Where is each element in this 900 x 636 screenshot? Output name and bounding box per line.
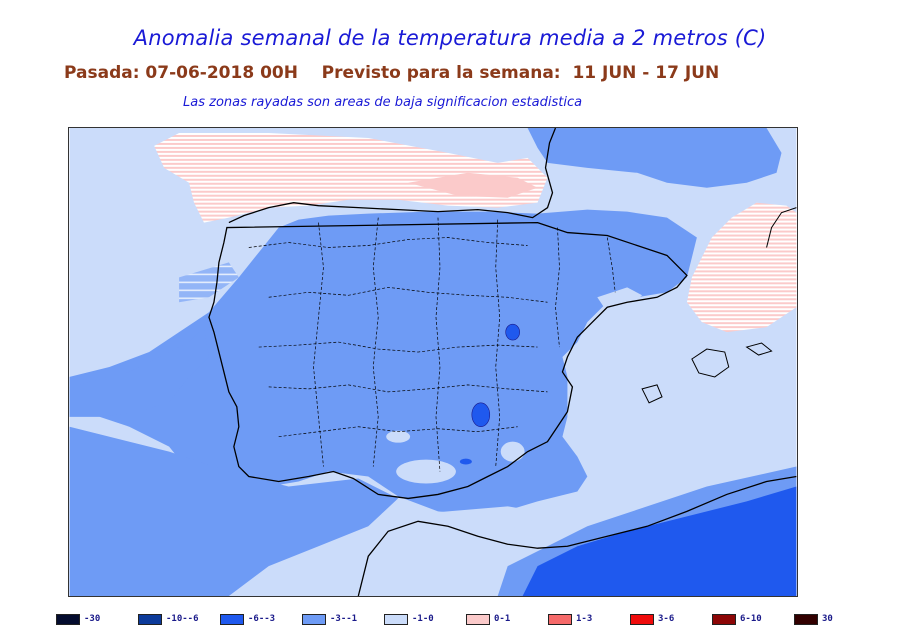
legend-item: -30 xyxy=(56,612,100,626)
anomaly-zone-dark-blue xyxy=(522,486,797,596)
legend-label: -3--1 xyxy=(330,614,358,624)
legend-label: -1-0 xyxy=(412,614,434,624)
anomaly-zone-medium-blue-south xyxy=(69,426,399,596)
anomaly-spot-dark-blue xyxy=(471,402,491,428)
coastline-iberia xyxy=(208,128,688,500)
legend-item: -1-0 xyxy=(384,612,434,626)
anomaly-zone-hatched xyxy=(179,262,239,303)
anomaly-zone-positive-hatched xyxy=(686,202,797,333)
coastline-africa xyxy=(357,475,797,596)
legend-swatch xyxy=(712,613,736,625)
legend-swatch xyxy=(630,613,654,625)
legend-label: -6--3 xyxy=(248,614,276,624)
legend-swatch xyxy=(56,613,80,625)
legend-item: -6--3 xyxy=(220,612,275,626)
legend: -30 -10--6 -6--3 -3--1 -1-0 0-1 1-3 3-6 6-10 30 xyxy=(56,612,886,628)
anomaly-spot-dark-blue xyxy=(505,323,520,341)
anomaly-spot-dark-blue xyxy=(459,458,472,465)
legend-label: 30 xyxy=(822,614,833,624)
anomaly-zone-medium-blue-west xyxy=(69,327,209,417)
anomaly-zone-medium-blue-north xyxy=(527,128,782,188)
anomaly-patch-light xyxy=(396,459,456,484)
anomaly-zone-positive xyxy=(408,172,538,198)
anomaly-map xyxy=(68,127,798,597)
legend-swatch xyxy=(794,613,818,625)
legend-item: -3--1 xyxy=(302,612,357,626)
legend-item: 3-6 xyxy=(630,612,674,626)
legend-item: -10--6 xyxy=(138,612,199,626)
legend-item: 6-10 xyxy=(712,612,762,626)
legend-swatch xyxy=(384,613,408,625)
anomaly-patch-light xyxy=(388,506,538,532)
island-menorca xyxy=(745,342,773,356)
island-mallorca xyxy=(691,348,730,378)
anomaly-zone-positive-hatched xyxy=(154,132,548,223)
anomaly-patch-light xyxy=(567,357,613,437)
legend-swatch xyxy=(220,613,244,625)
legend-label: -10--6 xyxy=(166,614,199,624)
map-title: Anomalia semanal de la temperatura media… xyxy=(133,26,767,50)
legend-label: 0-1 xyxy=(494,614,511,624)
legend-swatch xyxy=(138,613,162,625)
legend-label: 3-6 xyxy=(658,614,675,624)
anomaly-patch-light xyxy=(500,441,525,462)
anomaly-zone-medium-blue xyxy=(69,209,697,517)
legend-label: 1-3 xyxy=(576,614,593,624)
legend-item: 0-1 xyxy=(466,612,510,626)
legend-label: -30 xyxy=(84,614,101,624)
coastline-sardinia xyxy=(766,207,797,248)
legend-label: 6-10 xyxy=(740,614,762,624)
legend-swatch xyxy=(302,613,326,625)
anomaly-patch-light xyxy=(386,430,411,443)
hatching-note: Las zonas rayadas son areas de baja sign… xyxy=(183,95,583,110)
legend-item: 1-3 xyxy=(548,612,592,626)
legend-swatch xyxy=(466,613,490,625)
legend-item: 30 xyxy=(794,612,833,626)
forecast-subtitle: Pasada: 07-06-2018 00H Previsto para la … xyxy=(64,63,720,83)
province-borders xyxy=(248,217,616,472)
island-ibiza xyxy=(641,384,663,404)
legend-swatch xyxy=(548,613,572,625)
